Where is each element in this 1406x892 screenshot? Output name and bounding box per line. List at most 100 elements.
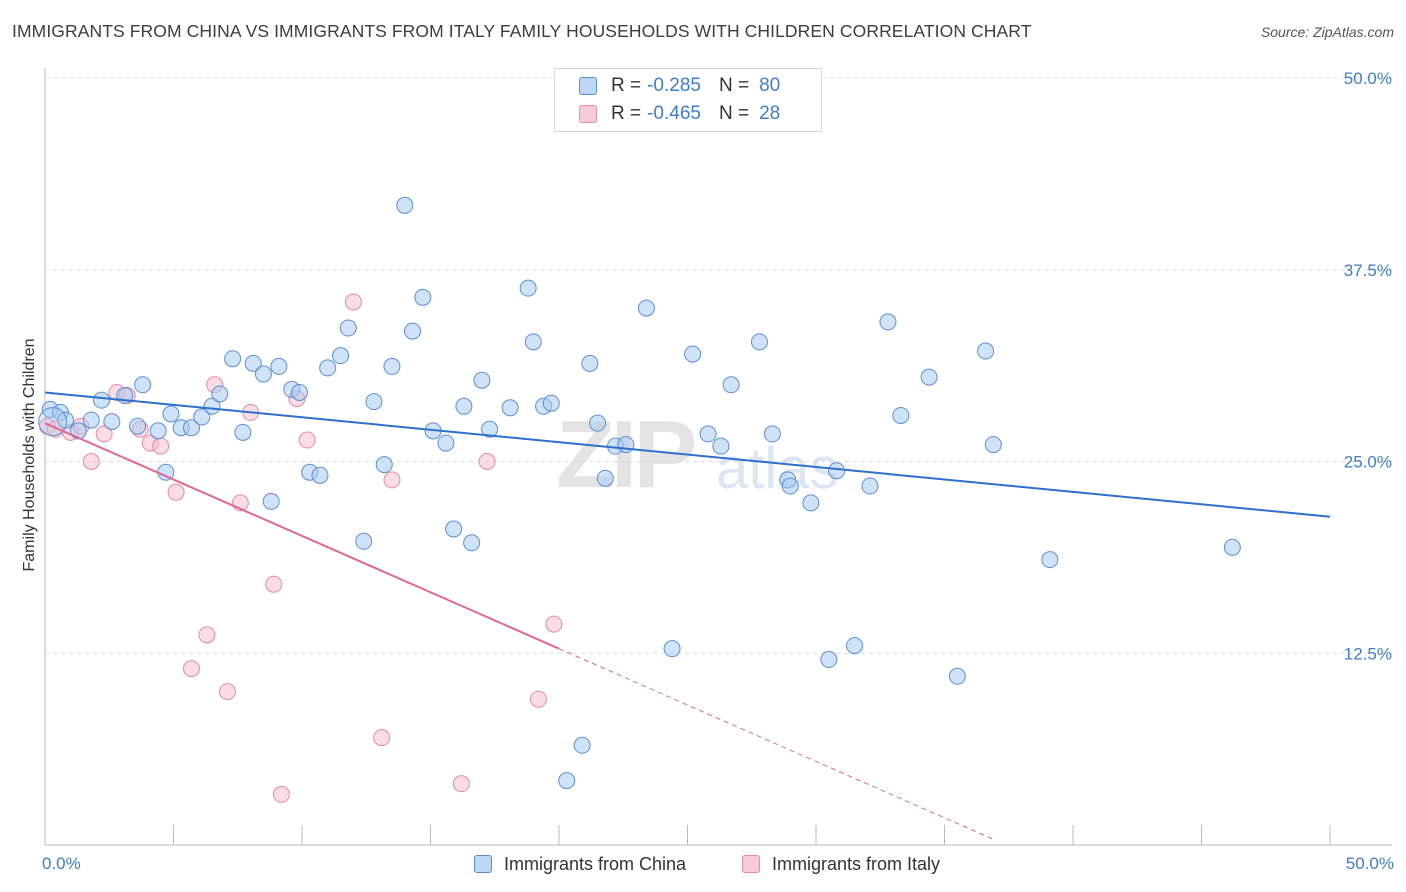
italy-point: [373, 729, 391, 747]
bottom-legend-china: Immigrants from China: [474, 852, 686, 876]
italy-points: [39, 293, 563, 803]
legend-china-n: 80: [759, 75, 781, 96]
italy-point: [218, 683, 236, 701]
china-point: [203, 397, 221, 415]
china-point: [684, 345, 702, 363]
china-point: [519, 279, 537, 297]
chart-title: IMMIGRANTS FROM CHINA VS IMMIGRANTS FROM…: [12, 21, 1032, 41]
china-point: [846, 637, 864, 655]
china-point: [781, 477, 799, 495]
legend-italy-n: 28: [759, 103, 781, 124]
china-trend-line: [44, 391, 1331, 518]
china-point: [596, 469, 614, 487]
china-point: [828, 462, 846, 480]
italy-point: [478, 453, 496, 470]
italy-point: [383, 471, 401, 489]
italy-point: [198, 626, 216, 644]
china-swatch: [474, 855, 492, 873]
bottom-legend-china-label: Immigrants from China: [504, 853, 687, 874]
china-point: [763, 425, 781, 443]
china-point: [332, 347, 350, 365]
watermark-zip: ZIP: [556, 401, 697, 508]
axis-labels: 50.0% 37.5% 25.0% 12.5% 0.0% 50.0% Family Hous…: [21, 69, 1394, 873]
italy-point: [452, 775, 470, 793]
bottom-legend-italy: Immigrants from Italy: [742, 852, 940, 876]
italy-point: [265, 575, 283, 593]
china-point: [455, 397, 473, 415]
legend-china-r: -0.285: [647, 75, 701, 96]
china-point: [437, 434, 455, 452]
china-point: [182, 419, 200, 437]
china-point: [892, 406, 910, 424]
y-tick-label: 37.5%: [1344, 261, 1392, 280]
china-point: [82, 411, 100, 429]
china-point: [244, 354, 262, 372]
italy-trend-line: [44, 422, 560, 650]
china-point: [481, 420, 499, 438]
china-point: [984, 436, 1002, 454]
china-point: [637, 299, 655, 317]
china-point: [262, 492, 280, 510]
china-point: [617, 436, 635, 454]
china-point: [948, 667, 966, 685]
china-point: [319, 359, 337, 377]
china-point: [802, 494, 820, 512]
italy-point: [529, 690, 547, 708]
italy-point: [344, 293, 362, 311]
legend-r-label: R =: [611, 103, 642, 124]
bottom-legend-italy-label: Immigrants from Italy: [772, 853, 941, 874]
china-point: [977, 342, 995, 360]
china-point: [162, 405, 180, 423]
china-point: [501, 399, 519, 417]
legend-n-label: N =: [718, 103, 750, 124]
watermark-atlas: atlas: [716, 436, 839, 501]
china-point: [254, 365, 272, 383]
legend-n-label: N =: [718, 75, 750, 96]
china-point: [355, 532, 373, 550]
y-tick-label: 12.5%: [1344, 644, 1392, 663]
china-point: [879, 313, 897, 331]
china-point: [234, 423, 252, 441]
source-label: Source: ZipAtlas.com: [1260, 24, 1394, 40]
y-tick-label: 50.0%: [1344, 69, 1392, 88]
china-point: [404, 322, 422, 340]
legend-italy-r: -0.465: [647, 103, 701, 124]
china-point: [558, 772, 576, 790]
china-point: [861, 477, 879, 495]
x-tick-label-min: 0.0%: [42, 854, 81, 873]
correlation-legend: R = -0.285 N = 80 R = -0.465 N = 28: [554, 68, 822, 132]
china-point: [193, 408, 211, 426]
china-point: [414, 288, 432, 306]
china-point: [93, 391, 111, 409]
trend-lines: [44, 391, 1331, 841]
china-point: [920, 368, 938, 386]
china-point: [103, 413, 121, 431]
china-point: [270, 357, 288, 375]
china-point: [750, 333, 768, 351]
china-point: [524, 333, 542, 351]
italy-point: [152, 437, 170, 455]
china-point: [375, 456, 393, 474]
china-point: [1041, 551, 1059, 569]
italy-swatch: [579, 105, 597, 123]
italy-point: [95, 425, 113, 443]
china-point: [339, 319, 357, 337]
china-point: [473, 371, 491, 389]
china-point: [820, 650, 838, 668]
china-point: [581, 354, 599, 372]
china-point: [573, 736, 591, 754]
legend-row-china: R = -0.285 N = 80: [579, 73, 780, 99]
china-point: [224, 350, 242, 368]
china-point: [463, 534, 481, 552]
china-swatch: [579, 77, 597, 95]
china-point: [663, 640, 681, 658]
italy-point: [545, 615, 563, 633]
china-point: [149, 422, 167, 440]
italy-swatch: [742, 855, 760, 873]
china-point: [445, 520, 463, 538]
china-point: [542, 394, 560, 412]
legend-r-label: R =: [611, 75, 642, 96]
y-axis-title: Family Households with Children: [21, 339, 38, 572]
x-tick-label-max: 50.0%: [1346, 854, 1394, 873]
